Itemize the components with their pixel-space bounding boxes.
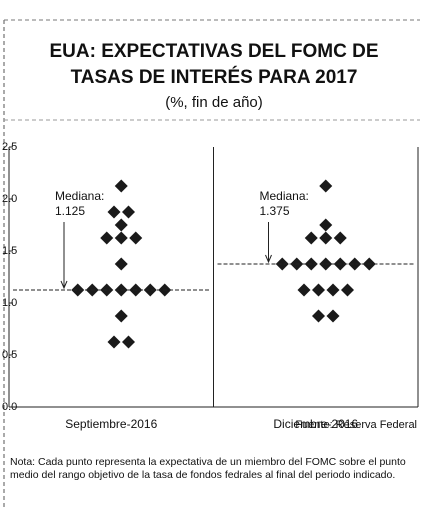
dot: [114, 218, 128, 232]
dot: [107, 205, 121, 219]
dot: [326, 309, 340, 323]
arrow-head: [60, 280, 68, 290]
dot: [114, 179, 128, 193]
x-tick-label: Septiembre-2016: [65, 417, 157, 431]
subtitle: (%, fin de año): [165, 94, 263, 111]
dot: [297, 283, 311, 297]
dot: [114, 257, 128, 271]
dot: [71, 283, 85, 297]
chart-title: TASAS DE INTERÉS PARA 2017: [71, 66, 358, 88]
median-value: 1.125: [55, 204, 85, 218]
source: Fuente: Reserva Federal: [295, 419, 417, 431]
arrow-head: [265, 254, 272, 264]
dot: [319, 218, 333, 232]
dot: [122, 335, 135, 349]
dot: [114, 309, 128, 323]
dot: [107, 335, 121, 349]
dot: [114, 231, 128, 245]
dot: [312, 309, 325, 323]
dot: [333, 231, 347, 245]
dot: [319, 231, 333, 245]
note: Nota: Cada punto representa la expectati…: [10, 456, 406, 481]
dot: [319, 179, 333, 193]
dot: [312, 283, 325, 297]
dot: [341, 283, 354, 297]
chart-title: EUA: EXPECTATIVAS DEL FOMC DE: [49, 41, 378, 62]
x-tick-label: Diciembre-2016: [273, 417, 358, 431]
dot: [275, 257, 289, 271]
dot: [122, 205, 135, 219]
median-value: 1.375: [260, 204, 290, 218]
dot: [326, 283, 340, 297]
dot: [129, 231, 143, 245]
dot: [100, 231, 114, 245]
median-label: Mediana:: [55, 189, 104, 203]
dot: [348, 257, 362, 271]
median-label: Mediana:: [260, 189, 309, 203]
dot: [143, 283, 157, 297]
dot: [304, 231, 318, 245]
